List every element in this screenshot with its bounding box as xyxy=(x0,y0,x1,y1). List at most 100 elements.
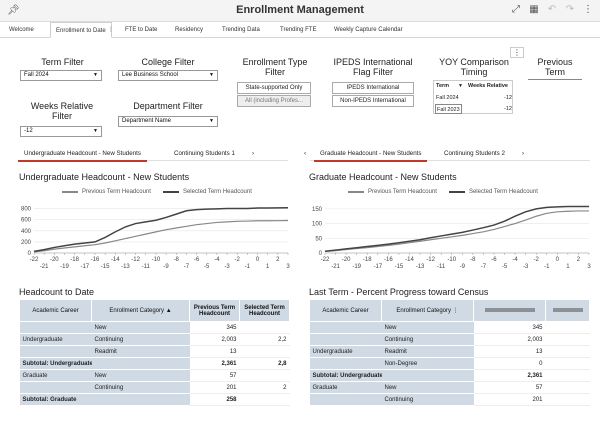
cell-selected xyxy=(239,345,290,358)
yoy-more-icon[interactable]: ⋮ xyxy=(510,47,524,58)
college-filter-select[interactable]: Lee Business School ▼ xyxy=(118,70,218,81)
tab-welcome[interactable]: Welcome xyxy=(9,27,34,33)
table-row[interactable]: New 345 xyxy=(309,321,590,334)
table-row[interactable]: Undergraduate Continuing 2,003 2,2 xyxy=(19,333,290,346)
enrollment-type-option-state[interactable]: State-supported Only xyxy=(237,82,311,94)
yoy-row1-term[interactable]: Fall 2024 xyxy=(436,95,459,101)
enrollment-type-option-all[interactable]: All (including Profes... xyxy=(237,95,311,107)
cell-category: Readmit xyxy=(91,345,190,358)
x-tick-label: -16 xyxy=(384,257,393,263)
undo-icon[interactable]: ↶ xyxy=(547,4,557,15)
tab-enrollment-to-date[interactable]: Enrollment to Date xyxy=(50,22,112,38)
grid-icon[interactable]: ▦ xyxy=(529,4,539,15)
y-tick-label: 800 xyxy=(21,207,32,213)
yoy-sort-icon[interactable]: ▼ xyxy=(458,83,463,89)
more-icon[interactable]: ⋮ xyxy=(583,4,593,15)
sort-ascending-icon: ▲ xyxy=(165,307,172,314)
cell-value: 13 xyxy=(473,345,546,358)
col-previous-term-headcount[interactable]: Previous Term Headcount xyxy=(189,299,240,322)
cell-empty xyxy=(545,333,590,346)
col-academic-career[interactable]: Academic Career xyxy=(309,299,382,322)
tab-weekly-capture-calendar[interactable]: Weekly Capture Calendar xyxy=(334,27,403,33)
pin-icon[interactable]: 📌︎ xyxy=(7,5,20,16)
cell-category: Continuing xyxy=(91,381,190,394)
cell-career xyxy=(19,381,92,394)
cell-previous: 201 xyxy=(189,381,240,394)
col-enrollment-category[interactable]: Enrollment Category ▲ xyxy=(91,299,190,322)
series-line-previous xyxy=(33,219,289,253)
yoy-col-weeks: Weeks Relative xyxy=(468,83,508,89)
cell-value: 2,003 xyxy=(473,333,546,346)
x-tick-label: -18 xyxy=(363,257,372,263)
x-tick-label: -10 xyxy=(447,257,456,263)
table-row[interactable]: Readmit 13 xyxy=(19,345,290,358)
term-filter-select[interactable]: Fall 2024 ▼ xyxy=(20,70,102,81)
x-tick-label: -19 xyxy=(352,264,361,270)
ipeds-option-international[interactable]: IPEDS International xyxy=(332,82,414,94)
chart-title-undergrad: Undergraduate Headcount - New Students xyxy=(19,172,190,182)
col-progress-b[interactable] xyxy=(545,299,590,322)
table-row[interactable]: Subtotal: Graduate 258 xyxy=(19,393,290,406)
cell-empty xyxy=(545,357,590,370)
yoy-label-line1: YOY Comparison xyxy=(439,57,509,67)
table-row[interactable]: Subtotal: Undergraduate 2,361 xyxy=(309,369,590,382)
x-tick-label: -19 xyxy=(60,264,69,270)
table-row[interactable]: Continuing 201 xyxy=(309,393,590,406)
cell-career: Subtotal: Undergraduate xyxy=(309,369,382,382)
cell-category: New xyxy=(381,321,474,334)
table-row[interactable]: Continuing 201 2 xyxy=(19,381,290,394)
tab-grad-headcount[interactable]: Graduate Headcount - New Students xyxy=(314,148,428,162)
tab-residency[interactable]: Residency xyxy=(175,27,204,33)
table-row[interactable]: Non-Degree 0 xyxy=(309,357,590,370)
legend-label-previous: Previous Term Headcount xyxy=(82,189,151,195)
x-tick-label: -4 xyxy=(512,257,518,263)
x-tick-label: -8 xyxy=(174,257,180,263)
tab-more-icon[interactable]: ⋮ xyxy=(108,27,114,33)
tab-fte-to-date[interactable]: FTE to Date xyxy=(125,27,158,33)
col-enrollment-category-label: Enrollment Category xyxy=(396,308,452,314)
department-filter-select[interactable]: Department Name ▼ xyxy=(118,116,218,127)
ipeds-option-non-international[interactable]: Non-IPEDS International xyxy=(332,95,414,107)
col-selected-term-headcount[interactable]: Selected Term Headcount xyxy=(239,299,290,322)
x-tick-label: -3 xyxy=(523,264,529,270)
weeks-label-line1: Weeks Relative xyxy=(30,101,94,111)
tab-trending-data[interactable]: Trending Data xyxy=(222,27,260,33)
expand-icon[interactable]: ⤢ xyxy=(512,4,520,15)
redo-icon[interactable]: ↷ xyxy=(565,4,575,15)
y-tick-label: 100 xyxy=(312,222,323,228)
cell-career xyxy=(309,393,382,406)
cell-category xyxy=(381,369,474,382)
chevron-left-icon[interactable]: ‹ xyxy=(304,150,307,157)
tab-trending-fte[interactable]: Trending FTE xyxy=(280,27,317,33)
table-row[interactable]: Graduate New 57 xyxy=(309,381,590,394)
table-row[interactable]: Subtotal: Undergraduate 2,361 2,8 xyxy=(19,357,290,370)
cell-value: 2,361 xyxy=(473,369,546,382)
table-row[interactable]: Undergraduate Readmit 13 xyxy=(309,345,590,358)
college-filter-label: College Filter xyxy=(141,57,195,67)
table-row[interactable]: New 345 xyxy=(19,321,290,334)
col-enrollment-category[interactable]: Enrollment Category ⋮ xyxy=(381,299,474,322)
x-tick-label: 0 xyxy=(556,257,560,263)
yoy-row1-val: -12 xyxy=(504,95,512,101)
tab-continuing-students-1[interactable]: Continuing Students 1 xyxy=(174,150,235,157)
cell-category: Continuing xyxy=(381,393,474,406)
yoy-row2-term[interactable]: Fall 2023 xyxy=(435,104,462,114)
chevron-right-icon[interactable]: › xyxy=(252,150,255,157)
table-row[interactable]: Continuing 2,003 xyxy=(309,333,590,346)
x-tick-label: -21 xyxy=(331,264,340,270)
y-tick-label: 150 xyxy=(312,207,323,213)
headcount-table: Academic Career Enrollment Category ▲ Pr… xyxy=(19,299,290,406)
weeks-filter-select[interactable]: -12 ▼ xyxy=(20,126,102,137)
tab-continuing-students-2[interactable]: Continuing Students 2 xyxy=(444,150,505,157)
tab-undergrad-headcount[interactable]: Undergraduate Headcount - New Students xyxy=(18,148,147,162)
col-progress-a[interactable] xyxy=(473,299,546,322)
x-tick-label: -1 xyxy=(245,264,251,270)
chevron-right-icon[interactable]: › xyxy=(522,150,525,157)
col-academic-career[interactable]: Academic Career xyxy=(19,299,92,322)
x-tick-label: -2 xyxy=(235,257,241,263)
term-filter-label: Term Filter xyxy=(41,57,84,67)
toolbar: ⤢ ▦ ↶ ↷ ⋮ xyxy=(510,4,594,16)
table-row[interactable]: Graduate New 57 xyxy=(19,369,290,382)
cell-empty xyxy=(545,393,590,406)
x-tick-label: -22 xyxy=(30,257,39,263)
